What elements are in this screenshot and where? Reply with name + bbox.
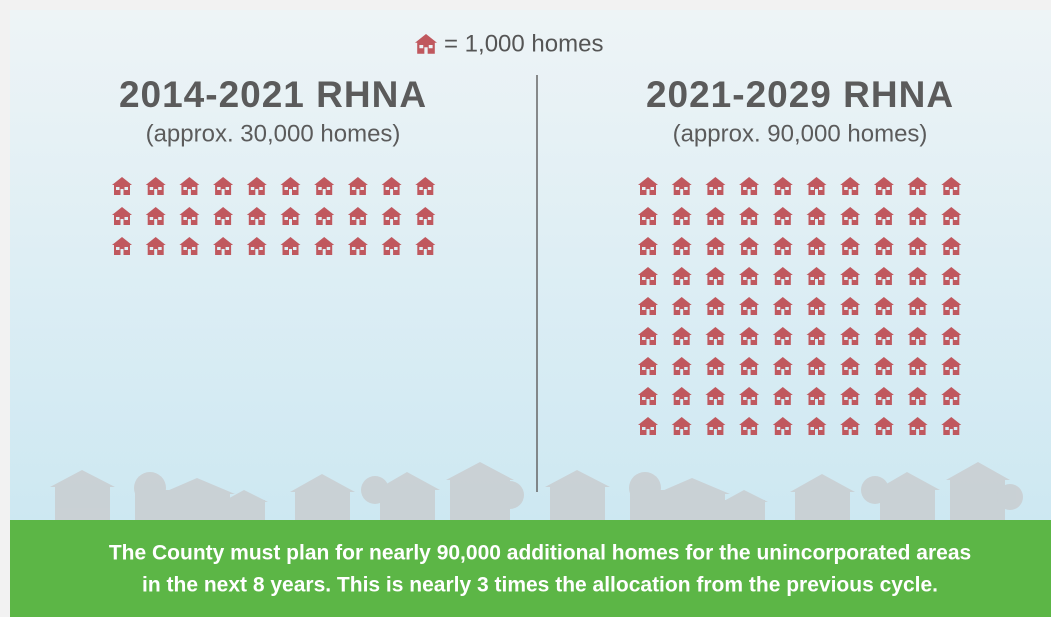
panel-subtitle: (approx. 30,000 homes)	[146, 120, 401, 147]
footer-text: in the next 8 years. This is nearly 3 ti…	[142, 574, 938, 597]
footer-text: The County must plan for nearly 90,000 a…	[109, 542, 971, 565]
legend-label: = 1,000 homes	[444, 30, 603, 57]
panel-title: 2014-2021 RHNA	[119, 74, 427, 115]
footer-band	[10, 520, 1051, 617]
panel-title: 2021-2029 RHNA	[646, 74, 954, 115]
panel-subtitle: (approx. 90,000 homes)	[673, 120, 928, 147]
infographic: = 1,000 homes The County must plan for n…	[0, 0, 1051, 617]
